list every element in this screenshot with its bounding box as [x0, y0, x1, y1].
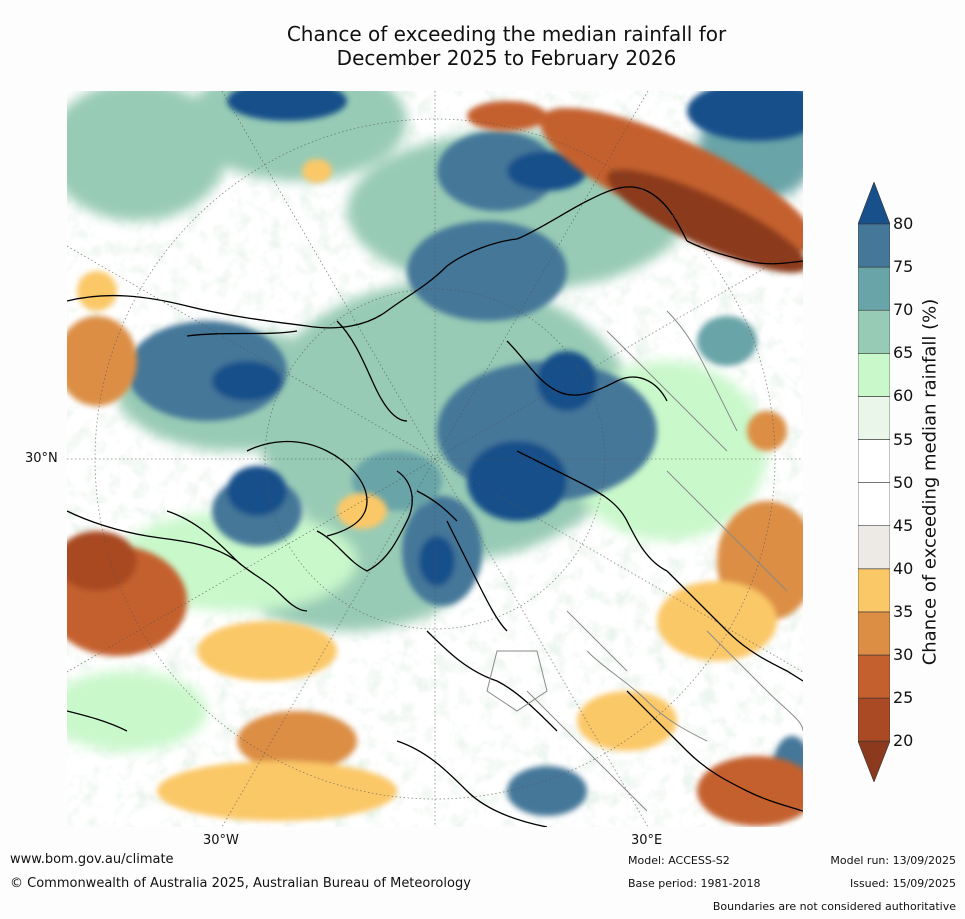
colorbar-tick-80: 80 [893, 214, 914, 233]
colorbar-tick-30: 30 [893, 645, 914, 664]
colorbar-bin-45-50 [858, 482, 890, 527]
colorbar-bin-55-60 [858, 396, 890, 440]
longitude-label-30w: 30°W [203, 833, 239, 848]
colorbar-tick-50: 50 [893, 472, 914, 492]
colorbar-tick-35: 35 [893, 601, 914, 621]
colorbar-bin-75-80 [858, 223, 890, 268]
colorbar-bin-60-65 [858, 353, 890, 397]
colorbar-tick-20: 20 [893, 731, 914, 751]
footer-disclaimer: Boundaries are not considered authoritat… [712, 900, 956, 913]
colorbar-bin-30-35 [858, 611, 890, 656]
colorbar-tick-25: 25 [893, 688, 914, 708]
dry-anomaly-regions [67, 101, 803, 826]
colorbar-tick-45: 45 [893, 515, 914, 535]
colorbar-bin-25-30 [858, 654, 890, 699]
rainfall-outlook-map [67, 91, 803, 827]
colorbar-bin-70-75 [858, 266, 890, 311]
colorbar-bin-40-45 [858, 525, 890, 570]
footer-base-period: Base period: 1981-2018 [628, 877, 761, 890]
colorbar-tick-40: 40 [893, 558, 914, 578]
colorbar-extend-high [858, 182, 890, 225]
colorbar-bin-65-70 [858, 309, 890, 354]
map-svg [67, 91, 803, 827]
footer-issued: Issued: 15/09/2025 [849, 877, 956, 890]
colorbar-bin-35-40 [858, 568, 890, 613]
colorbar-extend-low [858, 740, 890, 782]
colorbar-tick-55: 55 [893, 429, 914, 449]
country-borders [486, 310, 803, 812]
colorbar-bin-20-25 [858, 697, 890, 742]
footer-model-run: Model run: 13/09/2025 [830, 854, 956, 867]
map-title-line2: December 2025 to February 2026 [336, 46, 677, 70]
longitude-label-30e: 30°E [631, 833, 663, 848]
colorbar-title-text: Chance of exceeding median rainfall (%) [919, 298, 941, 666]
graticule [67, 91, 803, 827]
colorbar-tick-70: 70 [893, 300, 914, 320]
colorbar-tick-65: 65 [893, 343, 914, 363]
footer-model: Model: ACCESS-S2 [628, 854, 730, 867]
footer-copyright: © Commonwealth of Australia 2025, Austra… [10, 876, 471, 891]
colorbar [858, 182, 890, 782]
coastlines [67, 186, 803, 827]
map-title-line1: Chance of exceeding the median rainfall … [286, 22, 727, 46]
footer-website: www.bom.gov.au/climate [10, 852, 174, 867]
colorbar-bin-50-55 [858, 439, 890, 483]
map-title: Chance of exceeding the median rainfall … [0, 22, 965, 70]
latitude-label-30n: 30°N [25, 451, 58, 466]
colorbar-tick-60: 60 [893, 386, 914, 406]
colorbar-tick-75: 75 [893, 257, 914, 277]
